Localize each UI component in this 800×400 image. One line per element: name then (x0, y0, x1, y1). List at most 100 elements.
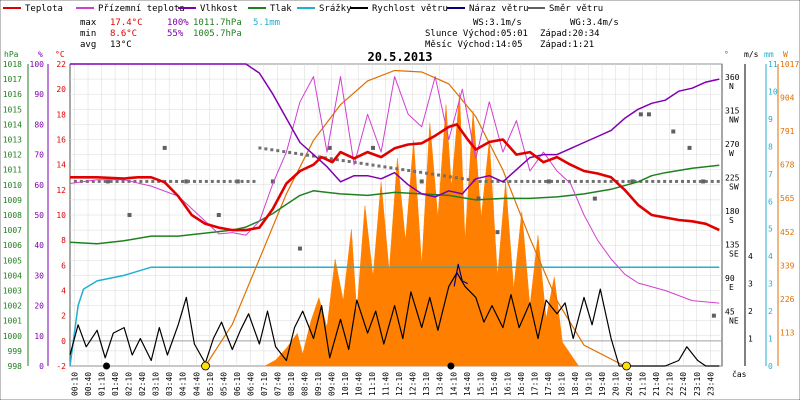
time-axis-tick: 21:40 (652, 372, 661, 396)
wind-direction-point (151, 179, 155, 183)
wind-direction-point (579, 179, 583, 183)
wind-direction-point (133, 179, 137, 183)
solar-axis-tick: 791 (780, 127, 795, 136)
wind-direction-point (627, 179, 631, 183)
temperature-axis-tick: 8 (61, 236, 66, 245)
temperature-axis-tick: 22 (56, 60, 66, 69)
legend-label: Rychlost větru (372, 4, 448, 14)
time-axis-tick: 13:40 (436, 372, 445, 396)
wind-direction-point (377, 164, 381, 168)
time-axis-tick: 11:40 (382, 372, 391, 396)
wind-direction-point (395, 167, 399, 171)
wind-direction-point (550, 179, 554, 183)
direction-tick-label: NE (729, 317, 739, 326)
time-axis-tick: 21:10 (639, 372, 648, 396)
wind-direction-point (609, 179, 613, 183)
wind-direction-point (162, 145, 167, 150)
wind-direction-point (476, 196, 481, 201)
wind-direction-point (591, 179, 595, 183)
hpa-axis-tick: 1011 (3, 166, 22, 175)
time-axis-tick: 00:40 (84, 372, 93, 396)
legend-label: Teplota (25, 4, 63, 14)
wind-speed-line (69, 272, 720, 367)
wind-direction-point (300, 152, 304, 156)
wind-direction-point (145, 179, 149, 183)
wind-direction-point (371, 163, 375, 167)
wind-direction-point (240, 179, 244, 183)
legend-label: Tlak (270, 4, 292, 14)
rain-axis-tick: 0 (768, 362, 773, 371)
chart-title: 20.5.2013 (367, 50, 432, 64)
time-axis-tick: 10:10 (341, 372, 350, 396)
rain-axis-tick: 4 (768, 252, 773, 261)
wind-direction-point (546, 179, 551, 184)
direction-tick-deg: 360 (725, 73, 740, 82)
wind-direction-point (270, 179, 275, 184)
humidity-axis-tick: 30 (34, 271, 44, 280)
wind-direction-point (306, 153, 310, 157)
stats-humidity: 55% (167, 29, 184, 39)
time-axis-tick: 16:40 (517, 372, 526, 396)
wind-direction-point (561, 179, 565, 183)
time-axis-tick: 15:10 (476, 372, 485, 396)
time-axis-tick: 12:10 (395, 372, 404, 396)
time-axis-tick: 05:10 (206, 372, 215, 396)
wind-direction-point (639, 179, 643, 183)
time-axis-tick: 13:10 (422, 372, 431, 396)
time-axis-tick: 03:10 (152, 372, 161, 396)
hpa-axis-tick: 1017 (3, 75, 22, 84)
wind-direction-point (478, 179, 482, 183)
stats-pressure: 1011.7hPa (193, 18, 242, 28)
temperature-axis-tick: 2 (61, 312, 66, 321)
wind-direction-point (526, 179, 530, 183)
wind-direction-point (436, 173, 440, 177)
info-moon-set: Západ:1:21 (540, 40, 594, 50)
temperature-axis-tick: 18 (56, 110, 66, 119)
hpa-axis-tick: 1000 (3, 332, 22, 341)
solar-axis-tick: 565 (780, 194, 795, 203)
wind-direction-point (532, 179, 536, 183)
time-axis-tick: 11:10 (368, 372, 377, 396)
time-axis-tick: 22:10 (666, 372, 675, 396)
wind-direction-point (246, 179, 250, 183)
stats-rain: 5.1mm (253, 18, 280, 28)
direction-tick-label: W (729, 149, 734, 158)
humidity-axis-tick: 70 (34, 151, 44, 160)
hpa-axis-tick: 1018 (3, 60, 22, 69)
temperature-axis-tick: 12 (56, 186, 66, 195)
wind-direction-point (603, 179, 607, 183)
direction-tick-label: S (729, 216, 734, 225)
hpa-axis-tick: 1005 (3, 256, 22, 265)
wind-direction-point (592, 196, 597, 201)
hpa-axis-tick: 1008 (3, 211, 22, 220)
wind-direction-point (495, 230, 500, 235)
wind-direction-point (365, 162, 369, 166)
time-axis-tick: 19:40 (598, 372, 607, 396)
time-axis-tick: 20:40 (625, 372, 634, 396)
time-axis-tick: 12:40 (409, 372, 418, 396)
time-axis-tick: 14:40 (463, 372, 472, 396)
wind-direction-point (105, 179, 110, 184)
hpa-axis-tick: 1013 (3, 136, 22, 145)
stats-humidity: 100% (167, 18, 189, 28)
wind-direction-point (264, 147, 268, 151)
info-wind-gust: WG:3.4m/s (570, 18, 619, 28)
pressure-line (69, 164, 720, 245)
stats-label: avg (80, 40, 96, 50)
stats-temp: 17.4°C (110, 18, 143, 28)
legend-label: Vlhkost (200, 4, 238, 14)
speed-axis-tick: 3 (748, 280, 753, 289)
wind-direction-point (544, 179, 548, 183)
humidity-axis-tick: 50 (34, 211, 44, 220)
legend-label: Náraz větru (469, 4, 529, 14)
wind-direction-point (216, 179, 220, 183)
wind-direction-point (186, 179, 190, 183)
hpa-axis-tick: 1004 (3, 271, 22, 280)
wind-direction-point (270, 148, 274, 152)
wind-direction-point (169, 179, 173, 183)
time-axis-tick: 02:10 (125, 372, 134, 396)
time-axis-tick: 16:10 (503, 372, 512, 396)
wind-direction-point (335, 158, 339, 162)
hpa-axis-tick: 1015 (3, 105, 22, 114)
wind-direction-point (484, 179, 488, 183)
